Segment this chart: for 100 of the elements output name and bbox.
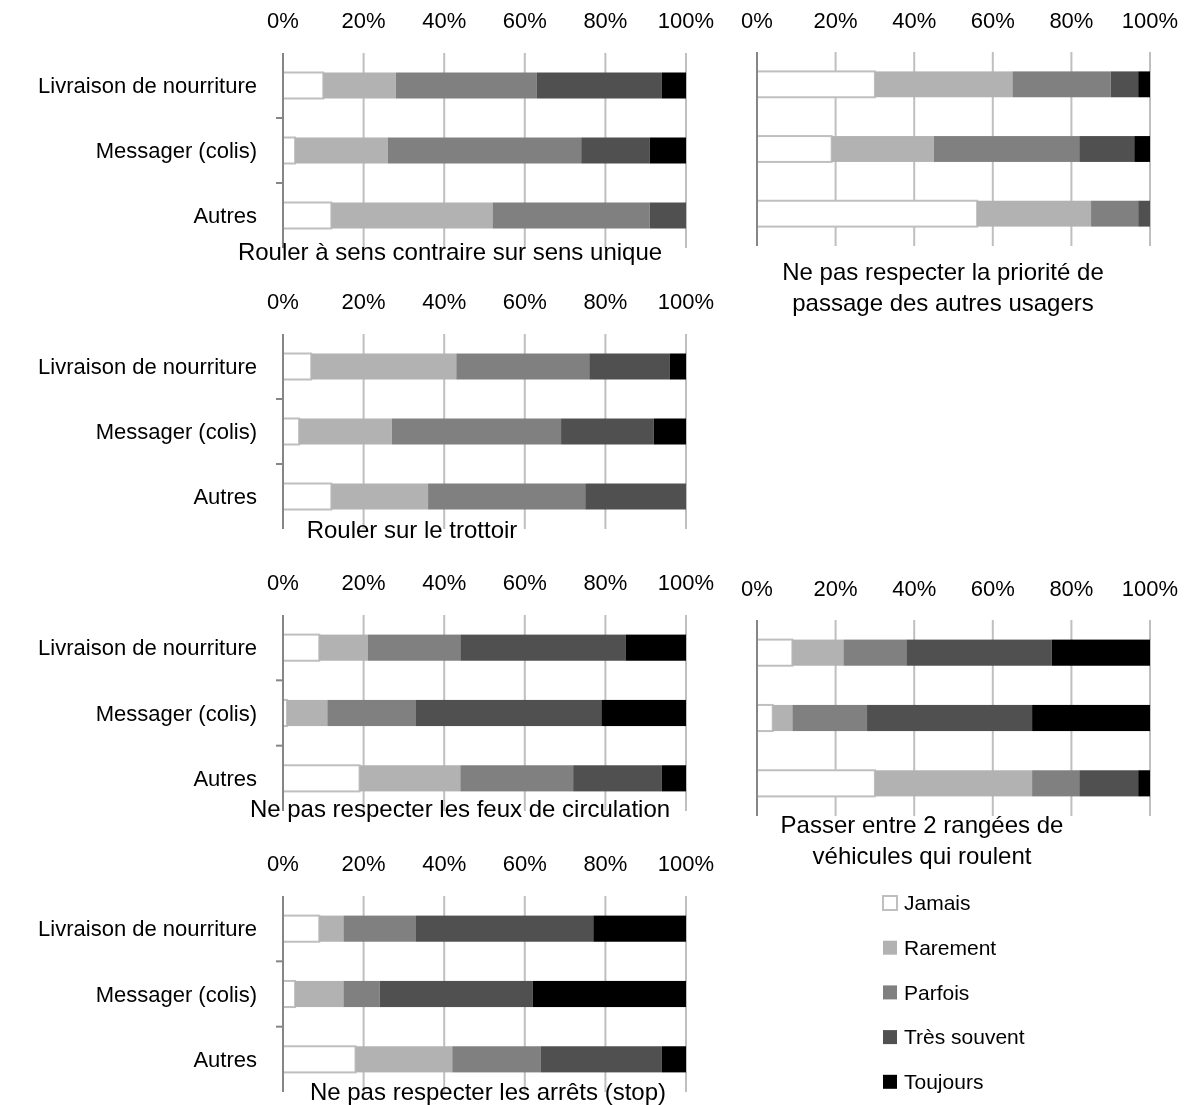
bar — [625, 634, 686, 661]
x-tick-label: 100% — [1121, 8, 1179, 33]
bar — [756, 135, 833, 163]
x-tick-label: 0% — [741, 8, 773, 33]
bar — [536, 72, 662, 99]
bar — [295, 137, 388, 164]
y-tick-label: Autres — [193, 766, 257, 792]
bar — [387, 137, 582, 164]
bar — [843, 639, 907, 666]
x-tick-label: 60% — [502, 289, 547, 314]
bar — [756, 638, 794, 667]
bar — [1138, 200, 1150, 227]
x-tick-label: 0% — [741, 576, 773, 601]
text: Ne pas respecter les arrêts (stop) — [309, 1078, 667, 1105]
bar — [977, 200, 1092, 227]
x-tick-label: 80% — [1049, 8, 1094, 33]
bar — [573, 765, 662, 792]
x-tick-label: 20% — [341, 851, 386, 876]
x-tick-label: 40% — [422, 851, 467, 876]
bar — [299, 418, 392, 445]
bar — [395, 72, 537, 99]
bar — [933, 136, 1080, 162]
bar — [593, 915, 686, 942]
bar — [355, 1046, 453, 1073]
legend-label: Rarement — [904, 936, 997, 960]
x-tick-label: 40% — [892, 8, 937, 33]
bar — [331, 483, 429, 510]
x-tick-label: 60% — [502, 851, 547, 876]
x-tick-label: 40% — [422, 570, 467, 595]
y-tick-label: Livraison de nourriture — [38, 916, 257, 942]
y-tick-label: Autres — [193, 203, 257, 229]
bar — [282, 1045, 357, 1074]
text: Ne pas respecter les feux de circulation — [249, 795, 671, 822]
bar — [906, 639, 1052, 666]
x-tick-label: 40% — [892, 576, 937, 601]
bar — [1110, 71, 1139, 98]
bar — [874, 71, 1013, 98]
bar — [327, 699, 416, 727]
bar — [295, 980, 344, 1008]
bar — [589, 353, 670, 380]
bar — [1138, 71, 1150, 98]
bar — [460, 634, 626, 661]
y-tick-label: Messager (colis) — [95, 700, 257, 726]
bar — [282, 352, 313, 381]
x-tick-label: 60% — [970, 8, 1015, 33]
x-tick-label: 20% — [341, 8, 386, 33]
bar — [282, 71, 325, 100]
bar — [1138, 770, 1150, 797]
text: Rouler sur le trottoir — [306, 516, 518, 543]
legend-label: Jamais — [904, 891, 971, 915]
bar — [661, 765, 686, 792]
x-tick-label: 80% — [583, 8, 628, 33]
x-tick-label: 0% — [267, 570, 299, 595]
x-tick-label: 100% — [657, 851, 715, 876]
bar — [379, 980, 533, 1008]
bar — [1079, 770, 1139, 797]
legend-label: Parfois — [904, 980, 970, 1004]
bar — [1051, 639, 1150, 666]
bar — [282, 764, 361, 793]
bar — [343, 980, 380, 1008]
text: Ne pas respecter la priorité de passage des autres usagers — [782, 258, 1104, 316]
bar — [287, 699, 328, 727]
bar — [874, 770, 1033, 797]
bar — [428, 483, 586, 510]
bar — [581, 137, 650, 164]
x-tick-label: 20% — [341, 289, 386, 314]
bar — [1091, 200, 1139, 227]
bar — [323, 72, 396, 99]
bar — [1032, 770, 1080, 797]
x-tick-label: 0% — [267, 851, 299, 876]
bar — [649, 202, 686, 229]
x-tick-label: 20% — [341, 570, 386, 595]
x-tick-label: 80% — [583, 570, 628, 595]
bar — [311, 353, 457, 380]
x-tick-label: 80% — [1049, 576, 1094, 601]
bar — [1134, 136, 1150, 162]
text: Passer entre 2 rangées de véhicules qui roulent — [780, 811, 1064, 869]
bar — [792, 639, 844, 666]
x-tick-label: 0% — [267, 289, 299, 314]
legend-label: Très souvent — [904, 1025, 1025, 1049]
x-tick-label: 100% — [1121, 576, 1179, 601]
bar — [391, 418, 562, 445]
bar — [649, 137, 686, 164]
bar — [282, 914, 321, 943]
x-tick-label: 20% — [813, 576, 858, 601]
bar — [331, 202, 493, 229]
bar — [359, 765, 461, 792]
bar — [415, 915, 594, 942]
x-tick-label: 100% — [657, 289, 715, 314]
bar — [460, 765, 574, 792]
x-tick-label: 40% — [422, 8, 467, 33]
y-tick-label: Messager (colis) — [95, 138, 257, 164]
x-tick-label: 80% — [583, 851, 628, 876]
x-tick-label: 100% — [657, 570, 715, 595]
bar — [601, 699, 686, 727]
y-tick-label: Messager (colis) — [95, 419, 257, 445]
bar — [319, 634, 368, 661]
bar — [792, 704, 868, 732]
bar — [415, 699, 602, 727]
x-tick-label: 0% — [267, 8, 299, 33]
